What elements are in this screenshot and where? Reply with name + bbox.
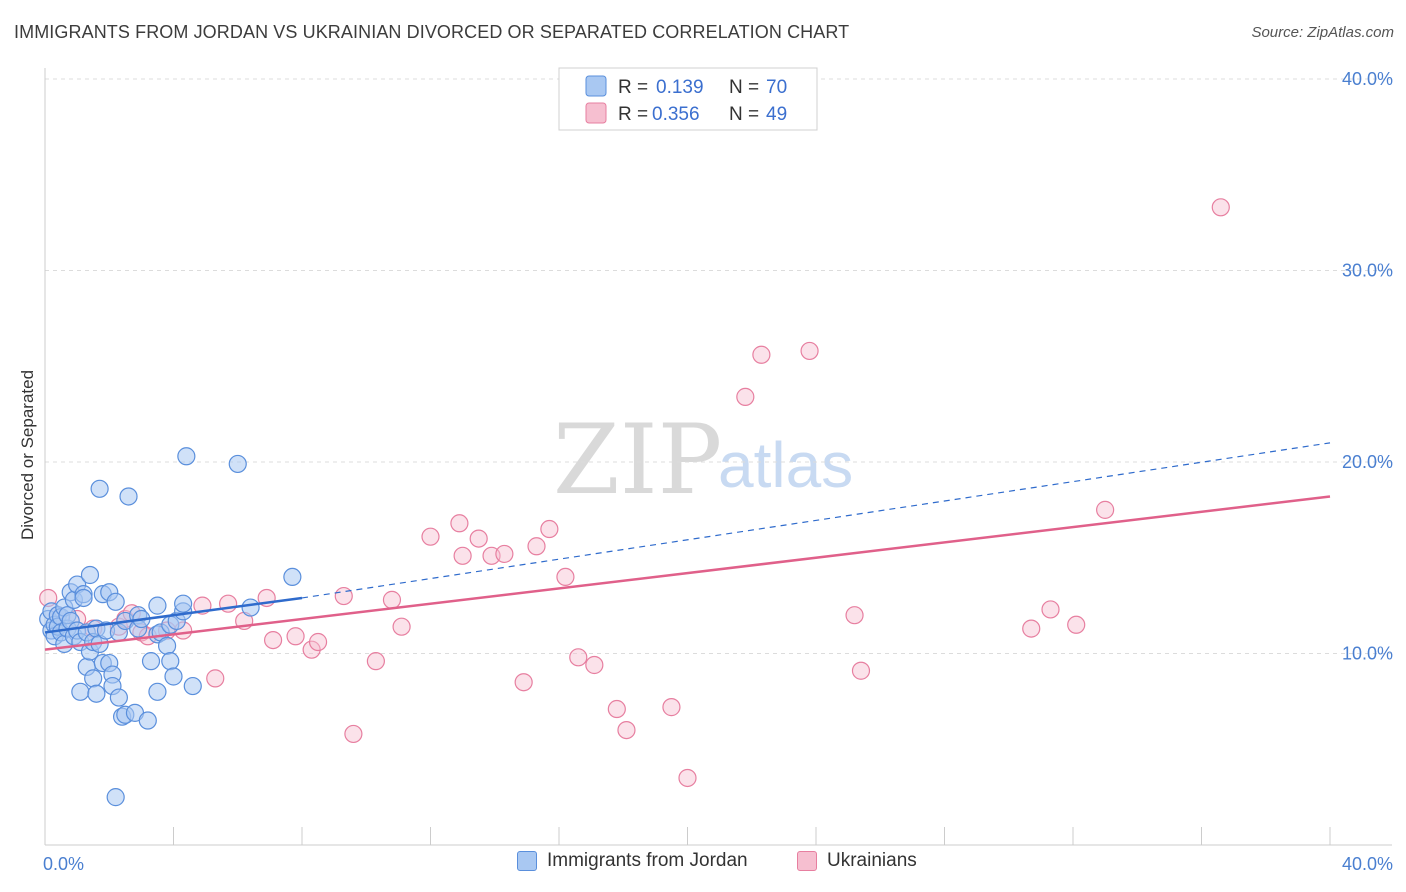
- jordan-point: [177, 447, 196, 466]
- jordan-point: [71, 682, 90, 701]
- watermark-zip: ZIP: [553, 404, 722, 516]
- bottom-legend-swatch-jordan: [517, 851, 537, 871]
- jordan-point: [164, 667, 183, 686]
- y-tick-label: 40.0%: [1342, 69, 1393, 89]
- jordan-point: [174, 594, 193, 613]
- ukrainians-point: [752, 345, 771, 364]
- jordan-trend-extension: [301, 442, 1331, 599]
- ukrainians-point: [366, 652, 385, 671]
- ukrainians-point: [556, 567, 575, 587]
- y-tick-label: 10.0%: [1342, 644, 1393, 664]
- axes: 10.0% 20.0% 30.0% 40.0% 0.0% 40.0%: [43, 68, 1393, 874]
- ukrainians-point: [286, 627, 305, 646]
- legend-n-label-2: N =: [729, 104, 759, 125]
- jordan-point: [106, 592, 125, 611]
- jordan-point: [161, 652, 180, 671]
- ukrainians-point: [1096, 500, 1115, 519]
- jordan-point: [183, 676, 202, 696]
- legend-r-value-1: 0.139: [656, 77, 704, 98]
- x-tick-label: 40.0%: [1342, 854, 1393, 874]
- jordan-points: [39, 447, 302, 807]
- bottom-legend-swatch-ukrainians: [797, 851, 817, 871]
- legend-r-label-2: R =: [618, 104, 648, 125]
- ukrainians-point: [800, 341, 819, 361]
- ukrainians-point: [514, 673, 533, 692]
- y-tick-label: 20.0%: [1342, 452, 1393, 472]
- ukrainians-point: [569, 648, 588, 667]
- ukrainians-point: [1067, 615, 1086, 634]
- ukrainians-point: [1041, 600, 1060, 619]
- legend-swatch-ukrainians: [585, 102, 607, 124]
- x-tick-label: 0.0%: [43, 854, 84, 874]
- ukrainians-point: [469, 529, 488, 548]
- watermark-atlas: atlas: [718, 429, 853, 501]
- ukrainians-point: [1022, 619, 1041, 638]
- source-label: Source: ZipAtlas.com: [1251, 24, 1394, 41]
- ukrainians-point: [736, 387, 755, 406]
- legend-n-label-1: N =: [729, 77, 759, 98]
- jordan-point: [148, 596, 167, 615]
- bottom-legend-label-jordan: Immigrants from Jordan: [547, 850, 748, 871]
- bottom-legend-label-ukrainians: Ukrainians: [827, 850, 917, 871]
- ukrainians-point: [421, 527, 440, 546]
- jordan-point: [106, 788, 125, 807]
- ukrainians-point: [851, 661, 871, 680]
- ukrainians-point: [453, 546, 472, 565]
- bottom-legend: Immigrants from Jordan Ukrainians: [0, 850, 1406, 880]
- legend-swatch-jordan: [585, 75, 607, 97]
- jordan-point: [80, 565, 100, 585]
- legend-box: R = 0.139 N = 70 R = 0.356 N = 49: [558, 67, 818, 131]
- jordan-point: [109, 688, 128, 707]
- ukrainians-point: [540, 519, 559, 539]
- ukrainians-point: [334, 586, 353, 606]
- y-tick-label: 30.0%: [1342, 261, 1393, 281]
- bottom-legend-item-ukrainians: Ukrainians: [797, 850, 917, 872]
- legend-n-value-2: 49: [766, 104, 787, 125]
- ukrainians-point: [450, 514, 469, 533]
- ukrainians-point: [344, 724, 363, 744]
- jordan-point: [87, 684, 106, 703]
- jordan-point: [241, 598, 260, 617]
- legend-r-value-2: 0.356: [652, 104, 700, 125]
- ukrainians-trend-line: [44, 495, 1331, 651]
- ukrainians-point: [495, 544, 514, 564]
- ukrainians-point: [678, 768, 697, 788]
- ukrainians-point: [382, 590, 402, 609]
- jordan-point: [283, 567, 302, 587]
- jordan-point: [84, 669, 103, 688]
- ukrainians-point: [617, 720, 636, 740]
- jordan-point: [157, 636, 177, 655]
- jordan-point: [90, 479, 109, 498]
- bottom-legend-item-jordan: Immigrants from Jordan: [517, 850, 748, 872]
- chart-title: IMMIGRANTS FROM JORDAN VS UKRAINIAN DIVO…: [14, 22, 850, 42]
- ukrainians-point: [585, 655, 604, 675]
- ukrainians-point: [1211, 198, 1230, 217]
- gridlines: [45, 78, 1392, 654]
- ukrainians-point: [845, 606, 864, 625]
- jordan-point: [138, 711, 157, 730]
- trend-lines: [44, 442, 1331, 651]
- legend-n-value-1: 70: [766, 77, 787, 98]
- legend-r-label-1: R =: [618, 77, 648, 98]
- ukrainians-point: [263, 630, 283, 650]
- ukrainians-point: [662, 698, 681, 717]
- ukrainians-point: [206, 669, 225, 688]
- ukrainians-point: [308, 632, 328, 652]
- ukrainians-point: [392, 617, 411, 636]
- jordan-point: [74, 588, 93, 608]
- jordan-point: [148, 682, 167, 701]
- jordan-point: [141, 652, 161, 671]
- jordan-point: [228, 454, 247, 474]
- jordan-point: [119, 487, 138, 506]
- jordan-trend-line: [44, 596, 303, 634]
- ukrainians-point: [527, 537, 546, 556]
- ukrainians-point: [607, 699, 626, 719]
- y-axis-label: Divorced or Separated: [18, 370, 37, 540]
